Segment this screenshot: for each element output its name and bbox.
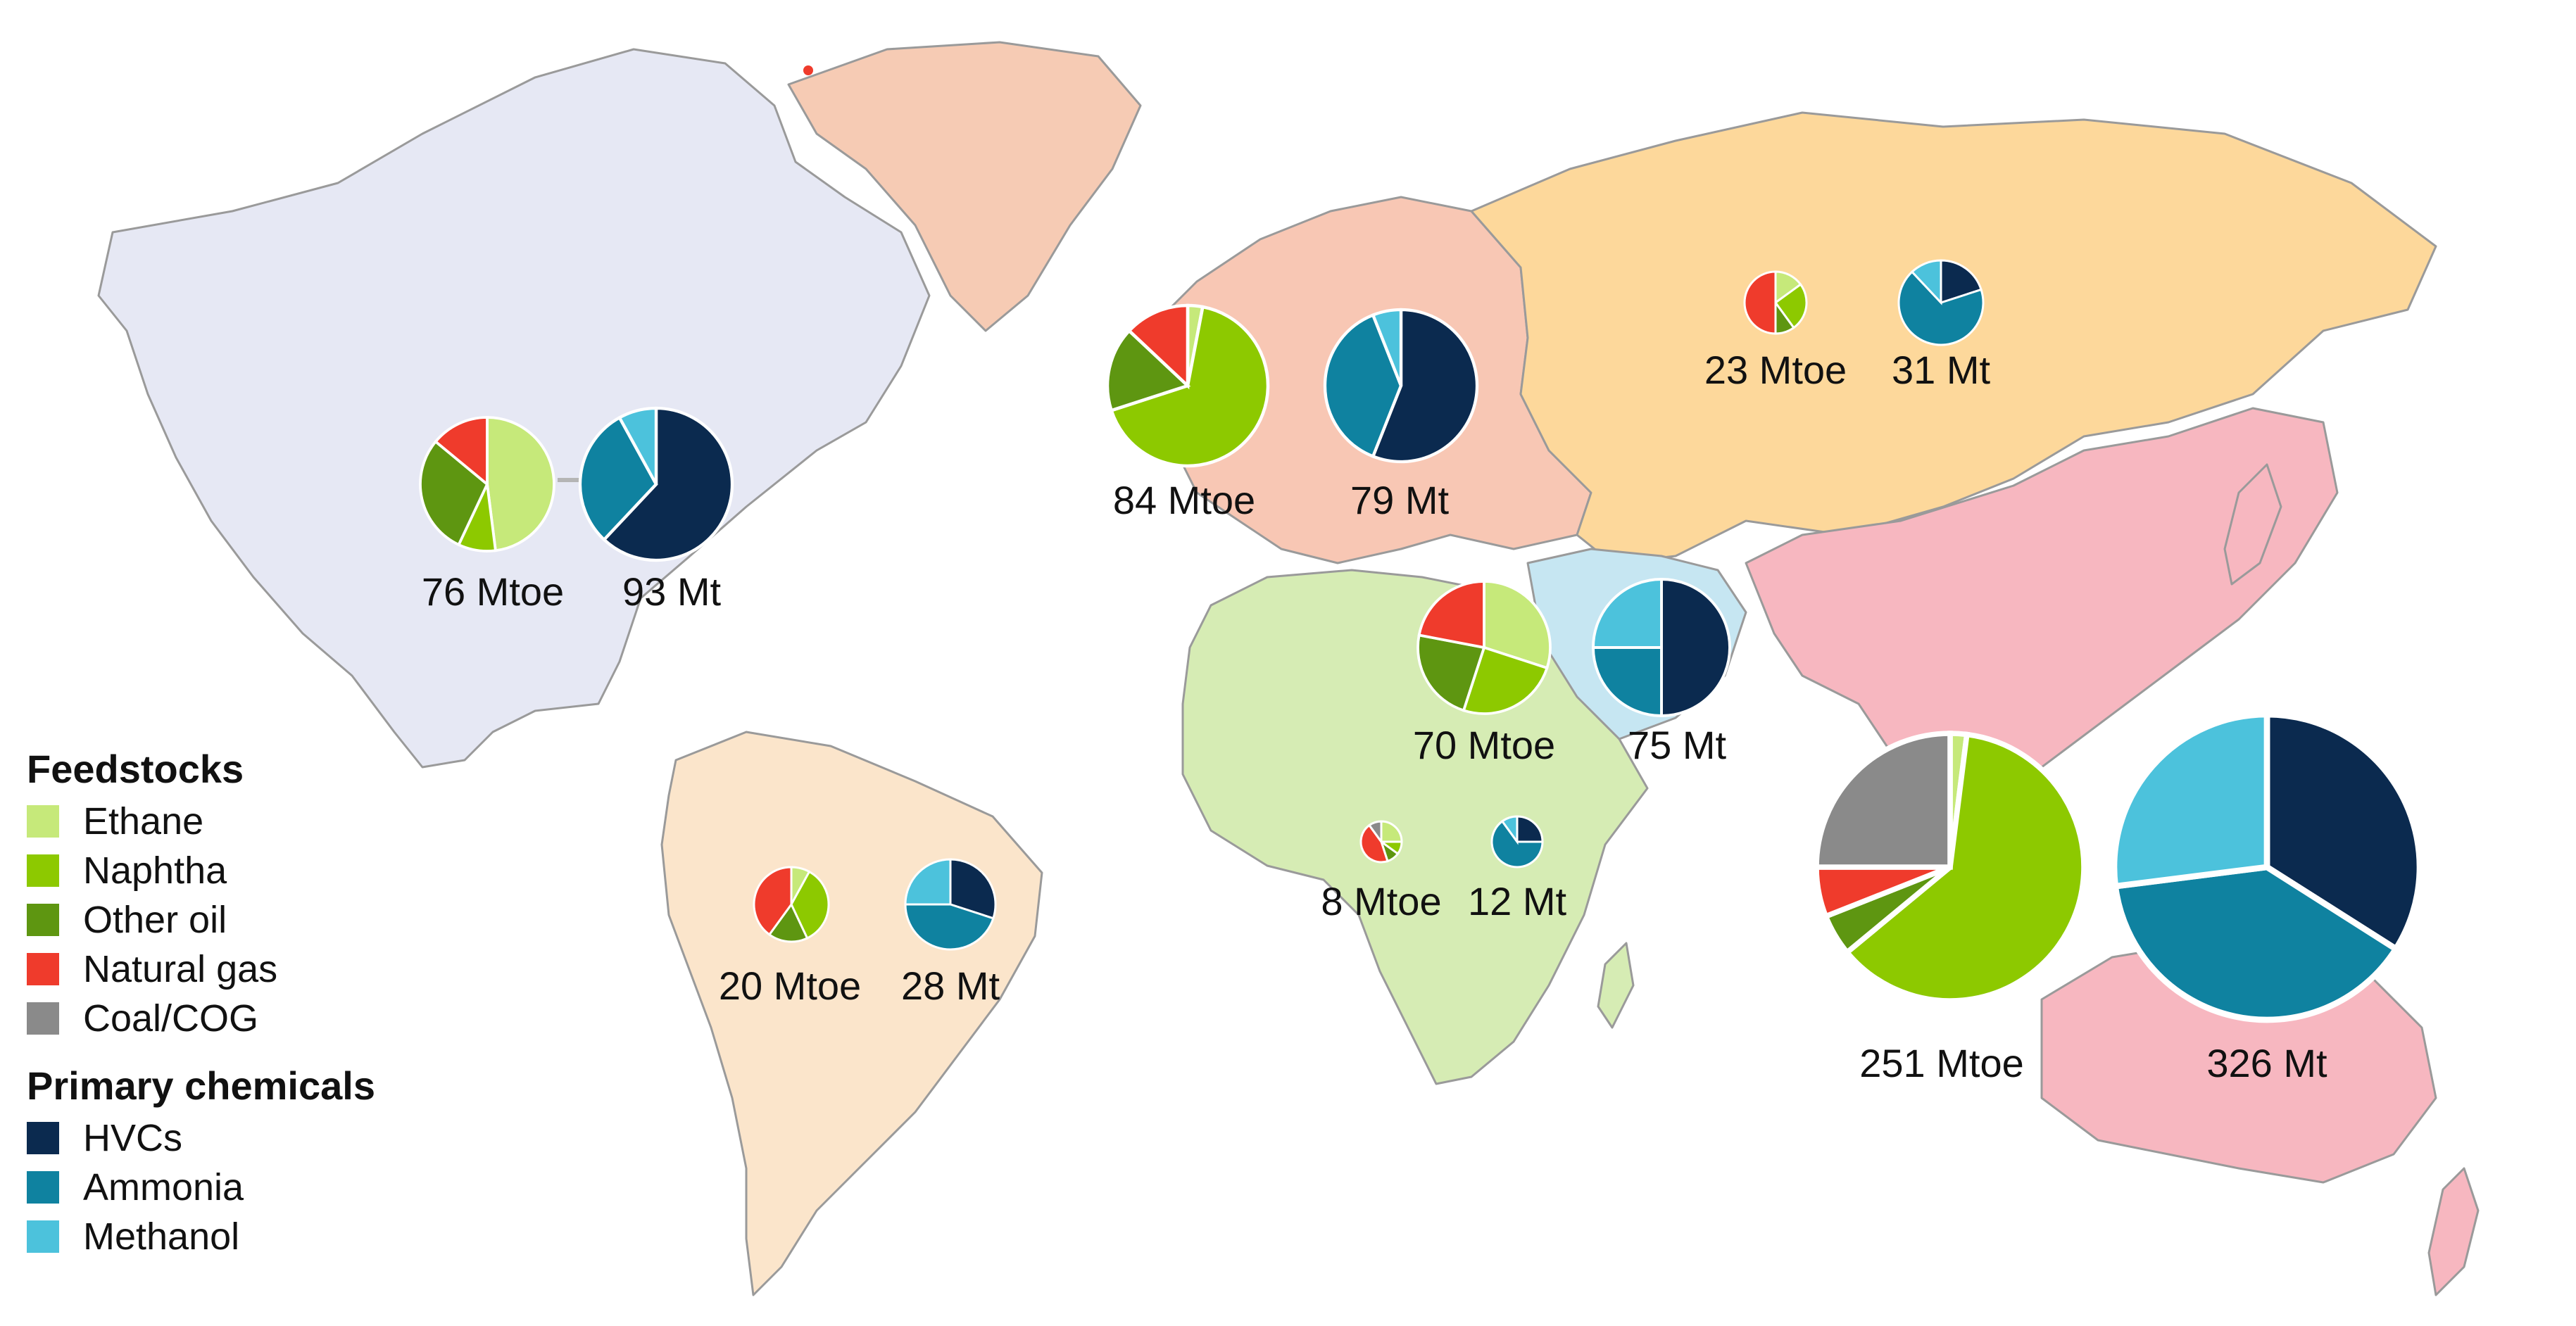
label-europe-chemicals: 79 Mt [1350, 478, 1449, 522]
legend-swatch-natural-gas [27, 953, 59, 985]
region-north-america-shape [97, 48, 931, 769]
pie-slice-central-and-south-america-chemicals-hvc [949, 858, 997, 920]
pie-slice-middle-east-feedstock-other-oil [1416, 633, 1486, 712]
pie-slice-africa-chemicals-hvc [1516, 815, 1544, 843]
label-north-america-chemicals: 93 Mt [622, 569, 721, 614]
label-asia-pacific-chemicals: 326 Mt [2206, 1041, 2327, 1085]
legend-label-coal: Coal/COG [83, 997, 259, 1040]
legend-swatch-coal [27, 1002, 59, 1035]
legend-label-ethane: Ethane [83, 800, 204, 842]
pie-slice-central-and-south-america-feedstock-naphtha [790, 870, 830, 940]
legend-feedstocks-title: Feedstocks [27, 747, 244, 791]
legend-item-other-oil: Other oil [27, 895, 375, 945]
pie-slice-middle-east-chemicals-ammonia [1592, 646, 1663, 717]
pie-slice-europe-chemicals-methanol [1371, 308, 1403, 386]
label-eurasia-chemicals: 31 Mt [1892, 348, 1990, 392]
pie-slice-middle-east-chemicals-hvc [1660, 578, 1731, 717]
legend-swatch-ethane [27, 805, 59, 838]
legend-swatch-hvc [27, 1122, 59, 1154]
legend-item-methanol: Methanol [27, 1212, 375, 1261]
legend-item-ethane: Ethane [27, 797, 375, 846]
pie-slice-north-america-chemicals-hvc [602, 406, 734, 562]
pie-slice-europe-feedstock-natural-gas [1126, 303, 1190, 390]
legend-item-hvc: HVCs [27, 1113, 375, 1163]
pie-slice-central-and-south-america-chemicals-methanol [904, 858, 952, 906]
pie-slice-middle-east-feedstock-naphtha [1462, 645, 1549, 715]
label-africa-feedstock: 8 Mtoe [1321, 879, 1441, 923]
pie-layer [419, 259, 2423, 1023]
pie-slice-africa-feedstock-natural-gas [1359, 823, 1389, 864]
pie-slice-europe-chemicals-hvc [1371, 308, 1479, 464]
label-central-and-south-america-feedstock: 20 Mtoe [719, 964, 861, 1008]
label-asia-pacific-feedstock: 251 Mtoe [1859, 1041, 2024, 1085]
pie-slice-africa-chemicals-methanol [1500, 815, 1519, 845]
pie-slice-eurasia-chemicals-ammonia [1897, 270, 1985, 346]
legend: Feedstocks Ethane Naphtha Other oil Natu… [27, 746, 375, 1261]
pie-slice-eurasia-feedstock-natural-gas [1743, 270, 1777, 335]
pie-slice-middle-east-chemicals-methanol [1592, 578, 1663, 649]
legend-item-natural-gas: Natural gas [27, 945, 375, 994]
label-middle-east-chemicals: 75 Mt [1628, 723, 1726, 767]
pie-slice-asia-pacific-feedstock-coal [1814, 731, 1953, 870]
pie-slice-europe-chemicals-ammonia [1323, 312, 1403, 459]
pie-slice-asia-pacific-chemicals-methanol [2111, 711, 2270, 890]
legend-item-ammonia: Ammonia [27, 1163, 375, 1212]
region-japan-shape [2223, 463, 2282, 586]
legend-swatch-methanol [27, 1220, 59, 1253]
legend-swatch-ammonia [27, 1171, 59, 1204]
pie-slice-north-america-feedstock-natural-gas [434, 416, 489, 488]
pie-slice-eurasia-feedstock-naphtha [1773, 283, 1808, 329]
label-europe-feedstock: 84 Mtoe [1113, 478, 1255, 522]
legend-label-methanol: Methanol [83, 1216, 240, 1258]
pie-slice-asia-pacific-chemicals-ammonia [2111, 864, 2401, 1023]
pie-slice-central-and-south-america-feedstock-natural-gas [753, 866, 793, 936]
pie-slice-central-and-south-america-chemicals-ammonia [904, 903, 995, 951]
pie-slice-north-america-feedstock-other-oil [419, 439, 489, 547]
legend-swatch-other-oil [27, 904, 59, 936]
label-eurasia-feedstock: 23 Mtoe [1704, 348, 1847, 392]
legend-swatch-naphtha [27, 854, 59, 887]
region-madagascar-shape [1597, 942, 1635, 1029]
pie-slice-north-america-chemicals-methanol [617, 406, 658, 486]
pie-slice-north-america-feedstock-ethane [486, 416, 555, 552]
label-layer: 76 Mtoe 93 Mt 20 Mtoe 28 Mt 84 Mtoe 79 Mt 23 M… [422, 348, 2327, 1085]
pie-slice-north-america-chemicals-ammonia [578, 415, 658, 542]
region-south-america-shape [660, 731, 1043, 1296]
legend-label-naphtha: Naphtha [83, 850, 227, 892]
label-middle-east-feedstock: 70 Mtoe [1413, 723, 1555, 767]
legend-label-ammonia: Ammonia [83, 1166, 244, 1208]
pie-slice-central-and-south-america-feedstock-other-oil [767, 902, 809, 943]
legend-label-other-oil: Other oil [83, 899, 227, 941]
region-greenland-shape [787, 41, 1142, 332]
legend-item-naphtha: Naphtha [27, 846, 375, 895]
label-central-and-south-america-chemicals: 28 Mt [901, 964, 1000, 1008]
legend-label-natural-gas: Natural gas [83, 948, 278, 990]
pie-slice-africa-feedstock-ethane [1380, 820, 1403, 843]
pie-slice-middle-east-feedstock-ethane [1483, 580, 1552, 670]
pie-slice-eurasia-chemicals-methanol [1910, 259, 1942, 305]
region-asia-pacific-shape [1745, 407, 2339, 790]
legend-label-hvc: HVCs [83, 1117, 183, 1159]
pie-slice-africa-chemicals-ammonia [1490, 819, 1544, 869]
pie-slice-europe-feedstock-other-oil [1105, 328, 1191, 413]
pie-slice-asia-pacific-feedstock-naphtha [1843, 731, 2087, 1004]
pie-slice-africa-feedstock-coal [1367, 820, 1383, 845]
map-marker-dot [803, 65, 813, 75]
legend-chemicals-title: Primary chemicals [27, 1063, 375, 1108]
label-africa-chemicals: 12 Mt [1468, 879, 1566, 923]
region-new-zealand-shape [2427, 1167, 2480, 1296]
pie-slice-middle-east-feedstock-natural-gas [1417, 580, 1485, 650]
legend-item-coal: Coal/COG [27, 994, 375, 1043]
label-north-america-feedstock: 76 Mtoe [422, 569, 564, 614]
